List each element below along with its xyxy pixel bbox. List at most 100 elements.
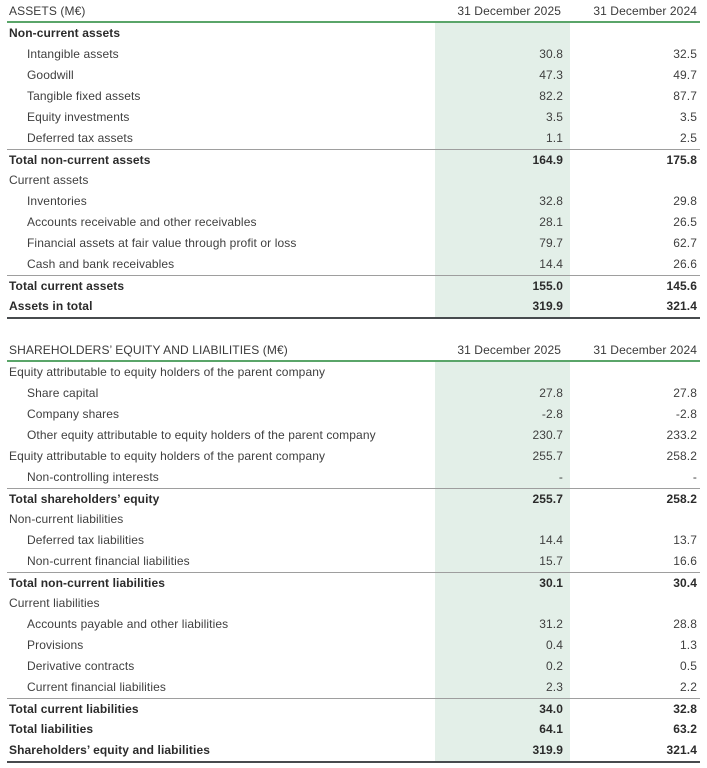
value-2024: 175.8	[666, 153, 697, 167]
table-row: Total current assets 155.0 145.6	[7, 275, 700, 296]
value-2025: 3.5	[435, 107, 570, 128]
table-row: Derivative contracts 0.2 0.5	[7, 656, 700, 677]
row-label: Total current liabilities	[9, 702, 139, 716]
value-2025: 319.9	[435, 740, 570, 761]
row-label: Non-current assets	[9, 26, 121, 40]
row-label: Total non-current liabilities	[9, 576, 166, 590]
row-label: Provisions	[27, 638, 84, 652]
value-2024: 145.6	[666, 279, 697, 293]
table-row: Total non-current liabilities 30.1 30.4	[7, 572, 700, 593]
table-row: Shareholders’ equity and liabilities 319.…	[7, 740, 700, 761]
row-label: Accounts receivable and other receivable…	[27, 215, 257, 229]
table-row: Company shares -2.8 -2.8	[7, 404, 700, 425]
value-2025: 319.9	[435, 296, 570, 317]
value-2024: 32.5	[673, 47, 697, 61]
value-2025: 28.1	[435, 212, 570, 233]
value-2024: 13.7	[673, 533, 697, 547]
table-row: Current liabilities	[7, 593, 700, 614]
value-2024: 87.7	[673, 89, 697, 103]
table-row: Provisions 0.4 1.3	[7, 635, 700, 656]
row-label: Intangible assets	[27, 47, 119, 61]
value-2024: 28.8	[673, 617, 697, 631]
table-row: Accounts receivable and other receivable…	[7, 212, 700, 233]
row-label: Company shares	[27, 407, 120, 421]
table-row: Tangible fixed assets 82.2 87.7	[7, 86, 700, 107]
value-2024: 16.6	[673, 554, 697, 568]
row-label: Derivative contracts	[27, 659, 135, 673]
table-row: Cash and bank receivables 14.4 26.6	[7, 254, 700, 275]
row-label: Accounts payable and other liabilities	[27, 617, 229, 631]
table-row: Financial assets at fair value through p…	[7, 233, 700, 254]
value-2024: 2.2	[680, 680, 697, 694]
table-row: Total current liabilities 34.0 32.8	[7, 698, 700, 719]
value-2024: 32.8	[673, 702, 697, 716]
row-label: Shareholders’ equity and liabilities	[9, 743, 210, 757]
row-label: Total non-current assets	[9, 153, 151, 167]
value-2024	[570, 593, 700, 614]
row-label: Assets in total	[9, 299, 93, 313]
value-2025: 64.1	[435, 719, 570, 740]
column-header-2025: 31 December 2025	[457, 3, 561, 18]
row-label: Equity attributable to equity holders of…	[9, 365, 326, 379]
value-2024: 258.2	[666, 449, 697, 463]
value-2024: 2.5	[680, 131, 697, 145]
equity-liabilities-table-body: Equity attributable to equity holders of…	[7, 362, 700, 763]
row-label: Cash and bank receivables	[27, 257, 175, 271]
row-label: Goodwill	[27, 68, 74, 82]
value-2025: 31.2	[435, 614, 570, 635]
column-header-2024: 31 December 2024	[593, 342, 697, 357]
table-row: Intangible assets 30.8 32.5	[7, 44, 700, 65]
value-2024: 27.8	[673, 386, 697, 400]
table-row: Share capital 27.8 27.8	[7, 383, 700, 404]
table-row: Total liabilities 64.1 63.2	[7, 719, 700, 740]
value-2025: 14.4	[435, 254, 570, 275]
value-2025: 47.3	[435, 65, 570, 86]
value-2024	[570, 509, 700, 530]
row-label: Current financial liabilities	[27, 680, 166, 694]
row-label: Deferred tax liabilities	[27, 533, 145, 547]
table-row: Non-current financial liabilities 15.7 16.…	[7, 551, 700, 572]
row-label: Other equity attributable to equity hold…	[27, 428, 376, 442]
value-2024: 30.4	[673, 576, 697, 590]
value-2025: 255.7	[435, 446, 570, 467]
value-2024: 0.5	[680, 659, 697, 673]
table-row: Non-controlling interests - -	[7, 467, 700, 488]
row-label: Non-current financial liabilities	[27, 554, 190, 568]
row-label: Total liabilities	[9, 722, 94, 736]
value-2025: -2.8	[435, 404, 570, 425]
value-2025: 30.8	[435, 44, 570, 65]
value-2025: 14.4	[435, 530, 570, 551]
value-2025: -	[435, 467, 570, 488]
row-label: Inventories	[27, 194, 87, 208]
value-2025: 255.7	[435, 489, 570, 509]
value-2024: 26.6	[673, 257, 697, 271]
row-label: Equity investments	[27, 110, 130, 124]
value-2024: 29.8	[673, 194, 697, 208]
value-2024: 258.2	[666, 492, 697, 506]
value-2024: 233.2	[666, 428, 697, 442]
value-2024: 3.5	[680, 110, 697, 124]
table-row: Current assets	[7, 170, 700, 191]
row-label: Tangible fixed assets	[27, 89, 141, 103]
table-row: Equity attributable to equity holders of…	[7, 362, 700, 383]
value-2025: 27.8	[435, 383, 570, 404]
table-row: Assets in total 319.9 321.4	[7, 296, 700, 317]
table-row: Inventories 32.8 29.8	[7, 191, 700, 212]
value-2024: -	[692, 470, 697, 484]
table-row: Equity attributable to equity holders of…	[7, 446, 700, 467]
value-2024: 26.5	[673, 215, 697, 229]
value-2024: -2.8	[675, 407, 697, 421]
value-2025	[435, 509, 570, 530]
table-row: Goodwill 47.3 49.7	[7, 65, 700, 86]
value-2024: 321.4	[666, 299, 697, 313]
table-row: Non-current liabilities	[7, 509, 700, 530]
row-label: Share capital	[27, 386, 99, 400]
value-2025	[435, 170, 570, 191]
row-label: Equity attributable to equity holders of…	[9, 449, 326, 463]
table-row: Non-current assets	[7, 23, 700, 44]
value-2025: 34.0	[435, 699, 570, 719]
equity-liabilities-table: SHAREHOLDERS’ EQUITY AND LIABILITIES (M€…	[7, 339, 700, 763]
value-2024: 321.4	[666, 743, 697, 757]
table-title: ASSETS (M€)	[9, 3, 86, 18]
